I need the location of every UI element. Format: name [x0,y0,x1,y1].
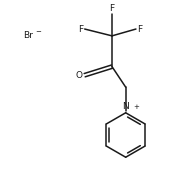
Text: Br: Br [23,31,33,40]
Text: F: F [78,25,83,34]
Text: −: − [36,29,41,35]
Text: N: N [122,102,129,111]
Text: F: F [137,25,142,34]
Text: +: + [134,104,139,110]
Text: F: F [109,4,115,13]
Text: O: O [75,71,82,80]
